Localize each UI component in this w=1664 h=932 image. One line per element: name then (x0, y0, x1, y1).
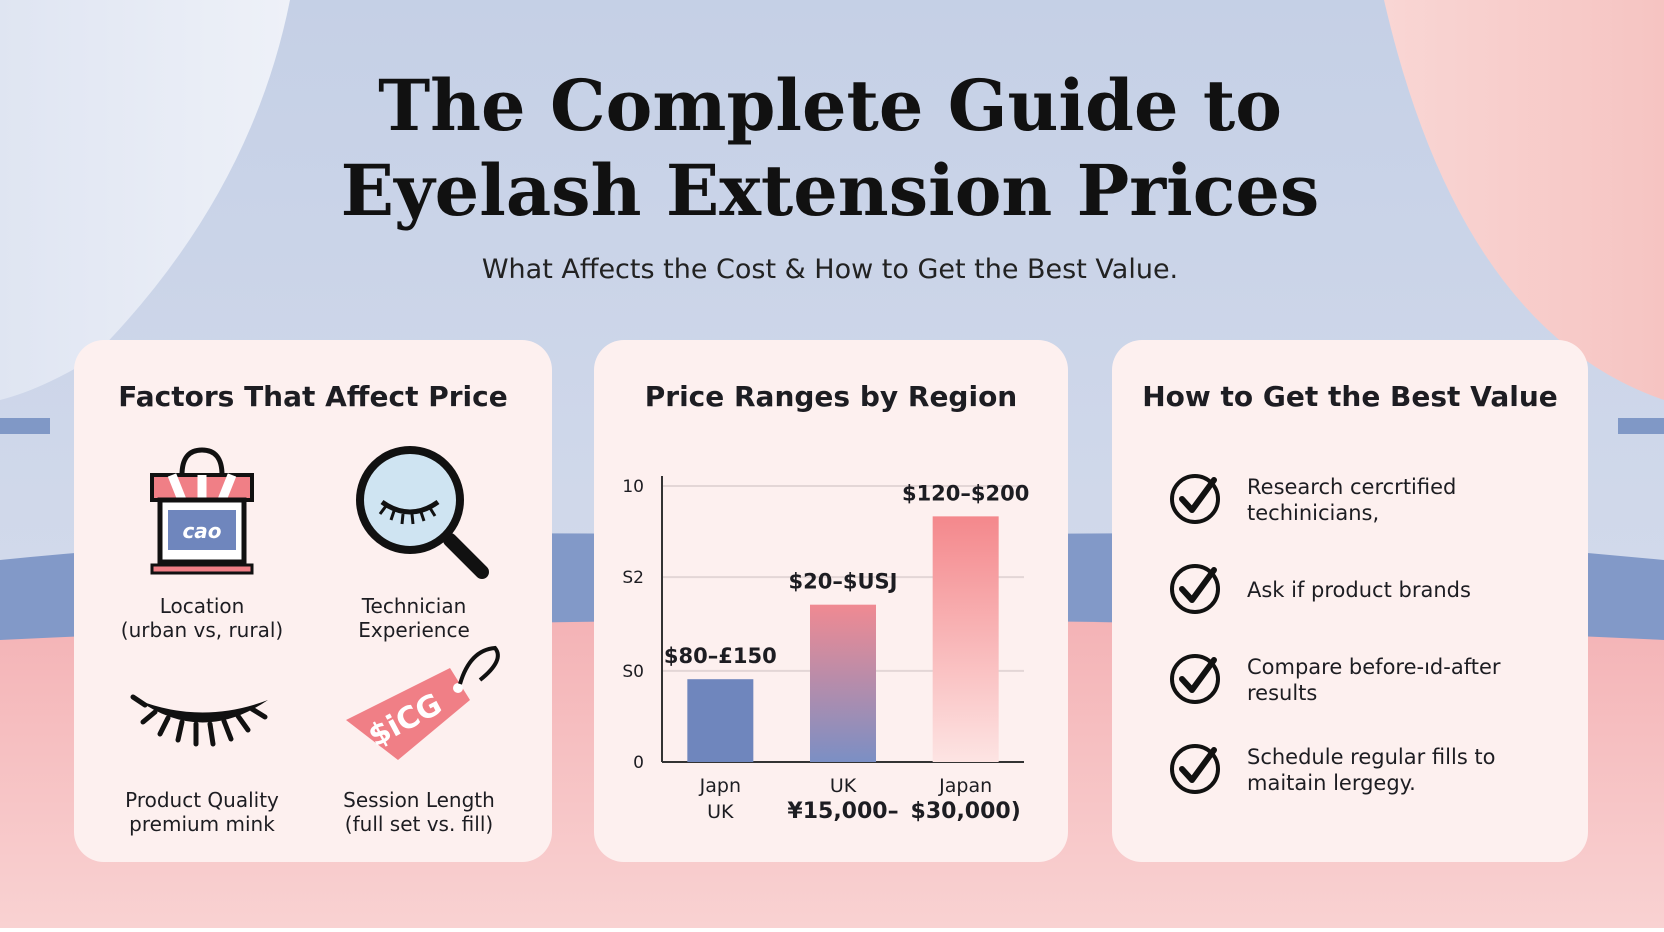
bar (932, 516, 999, 762)
lashes-icon (130, 694, 268, 747)
tip-text: maitain lergegy. (1247, 771, 1416, 795)
y-tick-label: 10 (622, 477, 644, 497)
check-mark (1179, 567, 1217, 603)
x-sub-label: $30,000) (911, 799, 1021, 824)
header: The Complete Guide to Eyelash Extension … (341, 64, 1320, 285)
bar-annotation: $120–$200 (902, 481, 1029, 505)
title-line: Eyelash Extension Prices (341, 149, 1320, 232)
card (74, 340, 552, 862)
bar (687, 679, 754, 762)
tip-text: Compare before-ıd-after (1247, 655, 1501, 679)
y-tick-label: S2 (622, 568, 644, 588)
store-icon: cao (150, 447, 254, 575)
check-circle (1170, 564, 1220, 614)
tip-text: results (1247, 681, 1317, 705)
subtitle: What Affects the Cost & How to Get the B… (482, 254, 1178, 285)
check-circle (1170, 654, 1220, 704)
factor-label: Session Length (343, 788, 495, 812)
y-tick-label: 0 (633, 753, 644, 773)
check-circle (1170, 744, 1220, 794)
tip-text: Research cercrtified (1247, 475, 1456, 499)
check-mark (1179, 477, 1217, 513)
tip-text: Schedule regular fills to (1247, 745, 1496, 769)
check-circle (1170, 474, 1220, 524)
y-tick-label: S0 (622, 662, 644, 682)
factor-label: Product Quality (125, 788, 279, 812)
x-tick-label: UK (830, 775, 857, 797)
factor-label: Experience (358, 618, 470, 642)
factors-card: Factors That Affect Price cao $iCG Locat… (118, 380, 507, 836)
card-title: How to Get the Best Value (1142, 380, 1558, 413)
card-title: Factors That Affect Price (118, 380, 507, 413)
factor-label: Location (160, 594, 245, 618)
x-sub-label: UK (707, 801, 734, 823)
factor-label: premium mink (129, 812, 275, 836)
icon-text: cao (182, 519, 221, 543)
title-line: The Complete Guide to (378, 64, 1282, 147)
check-mark (1179, 747, 1217, 783)
chart-title: Price Ranges by Region (645, 380, 1018, 413)
factor-label: (full set vs. fill) (345, 812, 493, 836)
bar-chart: Price Ranges by Region 0 S0 S2 10 $80–£150 Ja… (622, 380, 1029, 824)
card (1112, 340, 1588, 862)
tips-card: How to Get the Best Value Research cercr… (1142, 380, 1558, 795)
bar-annotation: $20–$USJ (789, 570, 898, 594)
factor-label: (urban vs, rural) (121, 618, 283, 642)
bar-annotation: $80–£150 (664, 644, 777, 668)
factor-label: Technician (361, 594, 467, 618)
x-tick-label: Japan (938, 775, 992, 797)
x-sub-label: ¥15,000– (787, 799, 898, 824)
bar (810, 604, 876, 762)
check-mark (1179, 657, 1217, 693)
tip-text: Ask if product brands (1247, 578, 1471, 602)
x-tick-label: Japn (699, 775, 741, 797)
tip-text: techinicians, (1247, 501, 1379, 525)
magnifier-icon (356, 446, 489, 579)
